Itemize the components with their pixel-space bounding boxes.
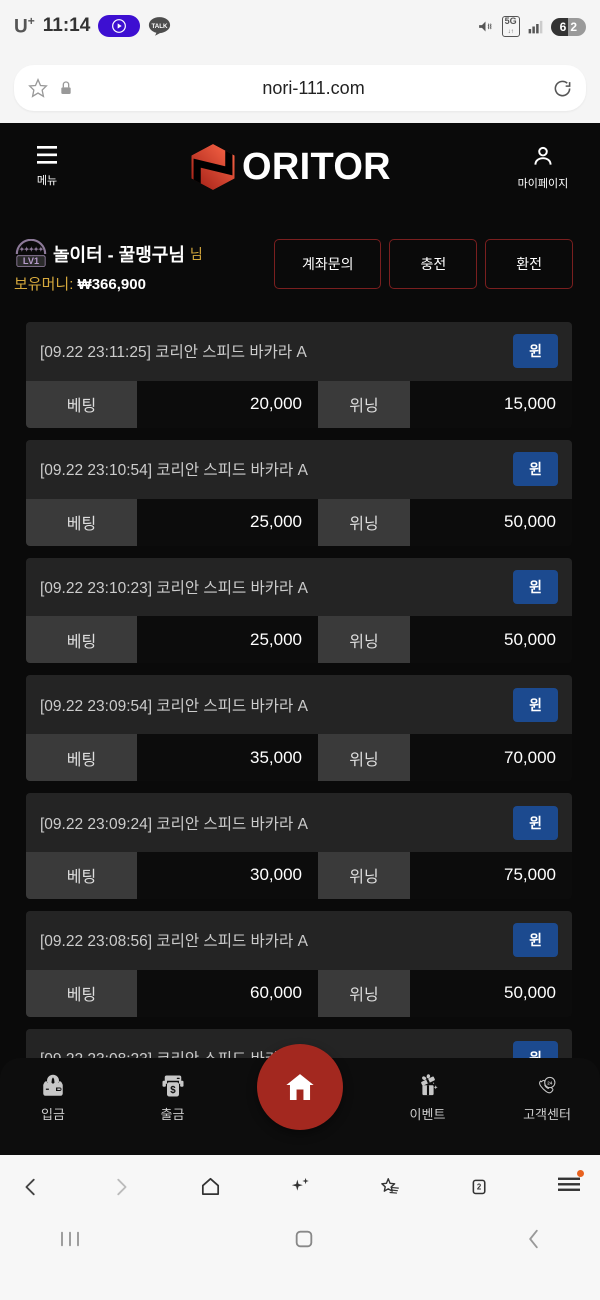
svg-text:TALK: TALK [152, 23, 169, 30]
svg-text:2: 2 [477, 1183, 482, 1192]
svg-text:24: 24 [547, 1080, 553, 1085]
svg-text:✦✦✦✦✦: ✦✦✦✦✦ [19, 246, 44, 254]
svg-text:LV1: LV1 [23, 256, 39, 266]
svg-text:$: $ [170, 1085, 176, 1096]
